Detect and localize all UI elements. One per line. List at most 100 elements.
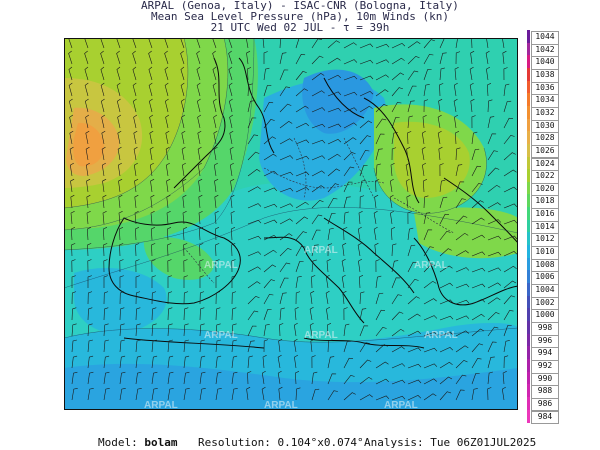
wind-barb	[198, 227, 204, 241]
wind-barb	[486, 38, 489, 49]
wind-barb	[295, 53, 306, 65]
wind-barb	[87, 275, 92, 288]
wind-barb	[84, 38, 89, 49]
wind-barb	[87, 339, 93, 353]
wind-barb	[116, 98, 121, 113]
wind-barb	[391, 57, 405, 65]
wind-barb	[391, 243, 397, 257]
wind-barb	[327, 57, 341, 65]
wind-barb	[166, 227, 172, 241]
resolution-value: 0.104°x0.074°	[277, 436, 364, 449]
wind-barb	[439, 331, 454, 337]
wind-barb	[375, 59, 390, 65]
colorbar-label: 1032	[531, 106, 559, 121]
wind-barb	[263, 51, 268, 64]
wind-barb	[183, 291, 189, 305]
wind-barb	[279, 138, 293, 145]
wind-barb	[295, 88, 308, 97]
wind-barb	[390, 163, 395, 177]
wind-barb	[261, 386, 266, 401]
colorbar-swatch	[527, 169, 530, 183]
wind-barb	[71, 243, 76, 257]
wind-barb	[295, 201, 309, 209]
wind-barb	[279, 292, 287, 305]
wind-barb	[407, 85, 417, 97]
wind-barb	[439, 315, 454, 321]
wind-barb	[133, 130, 138, 145]
wind-barb	[117, 130, 122, 145]
wind-barb	[133, 162, 138, 177]
wind-barb	[391, 117, 400, 129]
wind-barb	[359, 75, 374, 81]
wind-barb	[503, 186, 518, 193]
colorbar-label: 1006	[531, 271, 559, 285]
wind-barb	[263, 249, 277, 257]
wind-barb	[247, 117, 257, 129]
wind-barb	[343, 392, 356, 401]
wind-barb	[422, 179, 428, 193]
wind-barb	[150, 211, 155, 225]
field-1020-east	[393, 121, 470, 198]
wind-barb	[230, 194, 235, 209]
wind-barb	[135, 307, 141, 321]
wind-barb	[167, 339, 173, 353]
colorbar-swatch	[527, 131, 530, 145]
wind-barb	[247, 235, 262, 241]
wind-barb	[69, 130, 74, 145]
wind-barb	[103, 339, 109, 353]
wind-barb	[181, 162, 186, 177]
colorbar-label: 1018	[531, 195, 559, 210]
wind-barb	[503, 355, 509, 369]
wind-barb	[148, 38, 153, 49]
wind-barb	[454, 67, 459, 81]
analysis-value: Tue 06Z01JUL2025	[430, 436, 537, 449]
wind-barb	[439, 213, 450, 225]
wind-barb	[343, 137, 357, 145]
wind-barb	[311, 371, 318, 385]
wind-barb	[357, 226, 362, 241]
wind-barb	[407, 55, 420, 65]
wind-barb	[310, 338, 315, 353]
wind-barb	[135, 291, 141, 305]
wind-barb	[103, 388, 110, 401]
wind-barb	[455, 147, 461, 161]
wind-barb	[199, 291, 205, 305]
wind-barb	[101, 162, 106, 177]
wind-barb	[503, 100, 512, 113]
wind-barb	[213, 146, 218, 161]
wind-barb	[183, 355, 190, 369]
wind-barb	[407, 379, 422, 385]
wind-barb	[471, 267, 486, 273]
colorbar-label: 1020	[531, 182, 559, 197]
wind-barb	[119, 355, 126, 369]
wind-barb	[198, 178, 203, 193]
wind-barb	[423, 298, 437, 305]
wind-barb	[343, 166, 355, 177]
wind-barb	[279, 323, 284, 337]
wind-barb	[391, 87, 403, 97]
wind-barb	[119, 259, 124, 273]
wind-barb	[503, 251, 518, 257]
wind-barb	[471, 299, 486, 305]
wind-barb	[487, 311, 500, 321]
wind-barb	[278, 338, 283, 353]
wind-barb	[295, 291, 301, 305]
wind-barb	[84, 82, 89, 97]
colorbar-swatch	[527, 143, 530, 157]
wind-barb	[279, 247, 292, 257]
wind-barb	[183, 339, 189, 353]
colorbar-swatch	[527, 55, 530, 69]
wind-barb	[343, 151, 356, 161]
wind-barb	[247, 151, 260, 161]
wind-barb	[439, 67, 445, 81]
wind-barb	[359, 394, 373, 401]
wind-barb	[421, 130, 426, 145]
wind-barb	[167, 275, 172, 288]
pressure-wind-map[interactable]: ARPAL ARPAL ARPAL ARPAL ARPAL ARPAL ARPA…	[64, 38, 518, 410]
colorbar-label: 1042	[531, 43, 559, 58]
watermark-text: ARPAL	[424, 330, 458, 341]
wind-barb	[422, 162, 427, 177]
wind-barb	[103, 291, 109, 305]
wind-barb	[359, 342, 370, 353]
wind-barb	[247, 203, 262, 209]
